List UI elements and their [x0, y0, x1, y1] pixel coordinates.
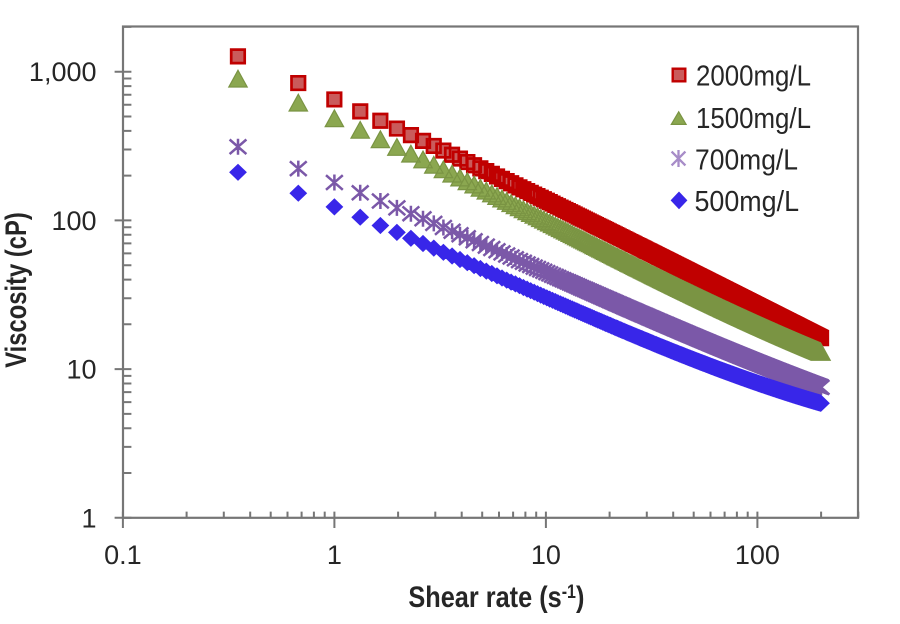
svg-text:700mg/L: 700mg/L: [695, 144, 798, 176]
svg-text:1,000: 1,000: [29, 57, 97, 87]
svg-text:0.1: 0.1: [104, 540, 142, 570]
svg-text:100: 100: [51, 206, 96, 236]
svg-text:1: 1: [81, 503, 96, 533]
svg-text:1: 1: [327, 540, 342, 570]
svg-text:1500mg/L: 1500mg/L: [696, 103, 811, 135]
svg-text:500mg/L: 500mg/L: [695, 186, 800, 218]
svg-text:100: 100: [735, 540, 780, 570]
svg-text:Viscosity (cP): Viscosity (cP): [0, 212, 33, 368]
svg-text:10: 10: [66, 355, 96, 385]
svg-text:2000mg/L: 2000mg/L: [696, 60, 811, 92]
svg-text:Shear rate (s-1): Shear rate (s-1): [408, 581, 584, 614]
svg-text:10: 10: [531, 540, 561, 570]
